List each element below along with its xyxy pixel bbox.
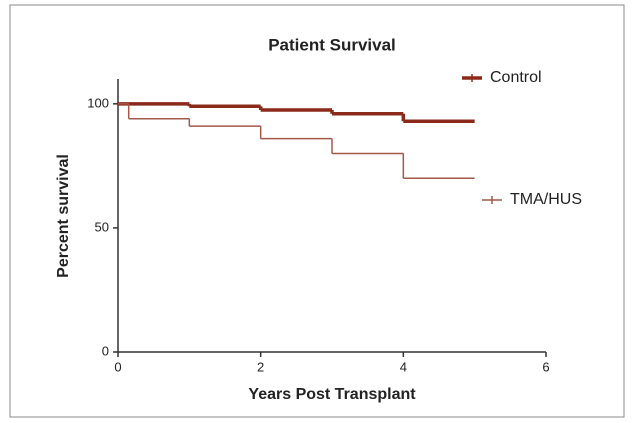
x-tick-label: 0 — [114, 359, 121, 374]
x-tick-label: 2 — [257, 359, 264, 374]
frame — [9, 4, 625, 418]
y-axis-label: Percent survival — [55, 154, 72, 278]
x-tick-label: 4 — [400, 359, 407, 374]
y-tick-label: 50 — [95, 219, 109, 234]
y-tick-label: 100 — [87, 95, 109, 110]
y-tick-label: 0 — [102, 343, 109, 358]
x-axis-label: Years Post Transplant — [248, 386, 416, 403]
chart-title: Patient Survival — [268, 35, 396, 54]
legend-label: Control — [490, 69, 542, 86]
x-tick-label: 6 — [542, 359, 549, 374]
legend-label: TMA/HUS — [510, 191, 582, 208]
